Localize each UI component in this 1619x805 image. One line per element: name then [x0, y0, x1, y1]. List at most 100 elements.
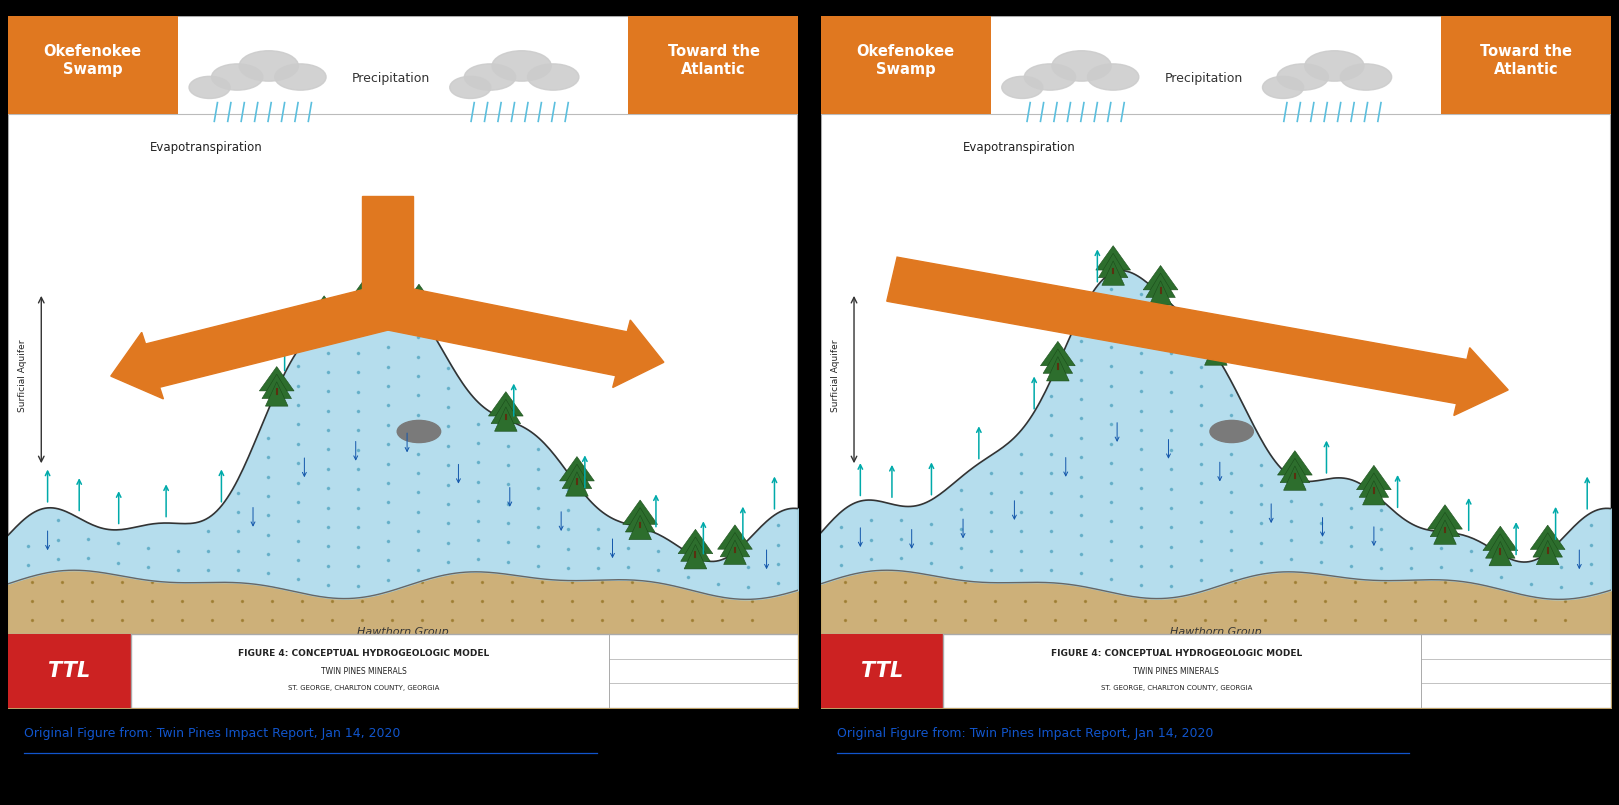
Polygon shape: [1486, 534, 1515, 558]
Polygon shape: [623, 500, 657, 524]
Text: Toward the
Atlantic: Toward the Atlantic: [667, 43, 759, 77]
FancyArrow shape: [110, 285, 395, 399]
Polygon shape: [1284, 466, 1307, 490]
Polygon shape: [1205, 341, 1227, 365]
Polygon shape: [560, 456, 594, 481]
Polygon shape: [361, 284, 382, 309]
Polygon shape: [1098, 254, 1128, 278]
Ellipse shape: [1052, 51, 1111, 81]
Ellipse shape: [1263, 76, 1303, 98]
Polygon shape: [717, 525, 753, 549]
Ellipse shape: [1305, 51, 1363, 81]
Text: FIGURE 4: CONCEPTUAL HYDROGEOLOGIC MODEL: FIGURE 4: CONCEPTUAL HYDROGEOLOGIC MODEL: [1051, 649, 1302, 658]
Ellipse shape: [212, 64, 262, 90]
Text: Hawthorn Group: Hawthorn Group: [1171, 627, 1261, 638]
FancyBboxPatch shape: [821, 16, 991, 114]
Polygon shape: [408, 299, 431, 324]
Polygon shape: [1483, 526, 1517, 551]
Polygon shape: [720, 532, 750, 557]
Polygon shape: [309, 303, 338, 328]
FancyBboxPatch shape: [821, 634, 1611, 708]
Text: ST. GEORGE, CHARLTON COUNTY, GEORGIA: ST. GEORGE, CHARLTON COUNTY, GEORGIA: [1101, 684, 1251, 691]
Polygon shape: [1530, 525, 1566, 550]
Text: ST. GEORGE, CHARLTON COUNTY, GEORGIA: ST. GEORGE, CHARLTON COUNTY, GEORGIA: [288, 684, 439, 691]
Text: TTL: TTL: [49, 661, 91, 681]
Ellipse shape: [465, 64, 516, 90]
Ellipse shape: [450, 76, 491, 98]
Text: FIGURE 4: CONCEPTUAL HYDROGEOLOGIC MODEL: FIGURE 4: CONCEPTUAL HYDROGEOLOGIC MODEL: [238, 649, 489, 658]
FancyBboxPatch shape: [821, 16, 1611, 708]
Polygon shape: [1536, 540, 1559, 565]
Polygon shape: [678, 530, 712, 554]
Polygon shape: [306, 295, 342, 320]
Polygon shape: [1363, 481, 1386, 505]
FancyBboxPatch shape: [628, 16, 798, 114]
Polygon shape: [1428, 505, 1462, 529]
Polygon shape: [355, 269, 389, 294]
FancyBboxPatch shape: [8, 16, 798, 708]
Polygon shape: [266, 382, 288, 407]
Polygon shape: [1046, 357, 1069, 381]
FancyArrow shape: [887, 257, 1509, 415]
FancyBboxPatch shape: [8, 634, 131, 708]
Polygon shape: [1103, 261, 1125, 285]
Polygon shape: [1149, 281, 1172, 305]
Polygon shape: [259, 366, 295, 391]
Polygon shape: [1357, 465, 1391, 489]
Text: Surficial Aquifer: Surficial Aquifer: [18, 340, 28, 412]
Polygon shape: [1358, 473, 1389, 497]
FancyBboxPatch shape: [8, 634, 798, 708]
Polygon shape: [1434, 520, 1455, 544]
FancyBboxPatch shape: [8, 16, 178, 114]
Polygon shape: [1489, 542, 1512, 566]
Polygon shape: [724, 540, 746, 564]
Polygon shape: [680, 537, 711, 561]
Ellipse shape: [492, 51, 550, 81]
Polygon shape: [625, 508, 656, 532]
Ellipse shape: [1341, 64, 1392, 90]
Polygon shape: [312, 311, 335, 336]
Text: Precipitation: Precipitation: [353, 72, 431, 85]
Text: TWIN PINES MINERALS: TWIN PINES MINERALS: [321, 667, 406, 675]
Ellipse shape: [240, 51, 298, 81]
Ellipse shape: [1088, 64, 1138, 90]
Polygon shape: [565, 472, 588, 496]
Polygon shape: [494, 407, 516, 431]
FancyArrow shape: [382, 285, 664, 387]
Ellipse shape: [1277, 64, 1329, 90]
Polygon shape: [1146, 273, 1175, 298]
Polygon shape: [562, 464, 591, 489]
Polygon shape: [356, 277, 387, 301]
Polygon shape: [1143, 266, 1179, 290]
Text: Okefenokee
Swamp: Okefenokee Swamp: [44, 43, 142, 77]
Polygon shape: [1430, 512, 1460, 537]
Text: Evapotranspiration: Evapotranspiration: [151, 141, 262, 154]
Text: Okefenokee
Swamp: Okefenokee Swamp: [856, 43, 955, 77]
Polygon shape: [1281, 458, 1310, 483]
FancyArrow shape: [361, 196, 413, 307]
Ellipse shape: [275, 64, 325, 90]
Text: Original Figure from: Twin Pines Impact Report, Jan 14, 2020: Original Figure from: Twin Pines Impact …: [837, 727, 1213, 741]
Polygon shape: [1198, 326, 1234, 350]
Ellipse shape: [1209, 420, 1253, 443]
Ellipse shape: [189, 76, 230, 98]
Polygon shape: [402, 284, 436, 308]
Polygon shape: [1041, 341, 1075, 365]
Ellipse shape: [397, 420, 440, 443]
Ellipse shape: [1002, 76, 1043, 98]
Polygon shape: [262, 374, 291, 398]
Polygon shape: [1277, 451, 1313, 475]
Polygon shape: [685, 544, 708, 569]
Ellipse shape: [528, 64, 580, 90]
Text: Original Figure from: Twin Pines Impact Report, Jan 14, 2020: Original Figure from: Twin Pines Impact …: [24, 727, 400, 741]
Polygon shape: [1096, 246, 1130, 270]
Polygon shape: [1201, 333, 1230, 357]
FancyBboxPatch shape: [1441, 16, 1611, 114]
Ellipse shape: [1025, 64, 1075, 90]
Text: Hawthorn Group: Hawthorn Group: [358, 627, 448, 638]
Text: TTL: TTL: [861, 661, 903, 681]
Polygon shape: [405, 291, 434, 316]
FancyBboxPatch shape: [821, 634, 944, 708]
Text: TWIN PINES MINERALS: TWIN PINES MINERALS: [1133, 667, 1219, 675]
Polygon shape: [489, 392, 523, 416]
